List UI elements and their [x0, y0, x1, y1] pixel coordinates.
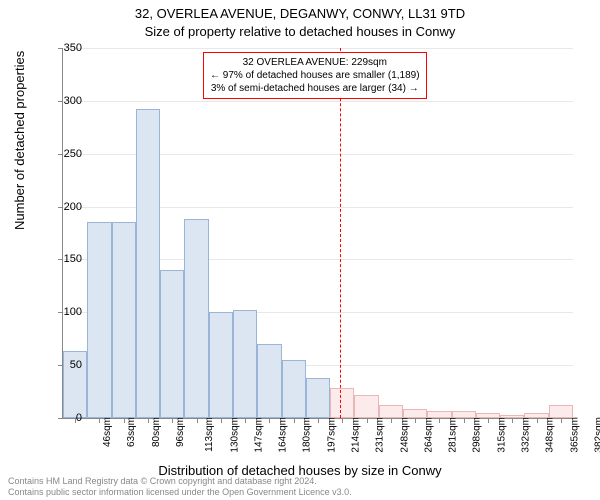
xtick-label: 382sqm — [593, 417, 600, 453]
xtick-label: 180sqm — [302, 417, 313, 453]
xtick-label: 348sqm — [545, 417, 556, 453]
xtick-label: 281sqm — [448, 417, 459, 453]
xtick-mark — [367, 418, 368, 423]
xtick-label: 147sqm — [253, 417, 264, 453]
annotation-line3: 3% of semi-detached houses are larger (3… — [210, 82, 420, 95]
xtick-mark — [245, 418, 246, 423]
ytick-label: 200 — [52, 201, 82, 213]
xtick-mark — [342, 418, 343, 423]
histogram-bar — [549, 405, 573, 418]
xtick-label: 113sqm — [204, 417, 215, 452]
histogram-bar — [87, 222, 111, 418]
plot-area: 46sqm63sqm80sqm96sqm113sqm130sqm147sqm16… — [62, 48, 573, 419]
xtick-mark — [99, 418, 100, 423]
gridline — [63, 48, 573, 49]
ytick-label: 150 — [52, 253, 82, 265]
histogram-bar — [330, 388, 354, 418]
xtick-label: 298sqm — [472, 417, 483, 453]
xtick-mark — [439, 418, 440, 423]
xtick-label: 46sqm — [102, 417, 113, 447]
xtick-mark — [488, 418, 489, 423]
histogram-bar — [379, 405, 403, 418]
xtick-mark — [464, 418, 465, 423]
ytick-label: 300 — [52, 95, 82, 107]
histogram-bar — [306, 378, 330, 418]
histogram-bar — [209, 312, 233, 418]
xtick-label: 197sqm — [326, 417, 337, 453]
histogram-bar — [112, 222, 136, 418]
xtick-label: 164sqm — [278, 417, 289, 453]
xtick-mark — [294, 418, 295, 423]
xtick-mark — [512, 418, 513, 423]
histogram-bar — [282, 360, 306, 418]
xtick-mark — [124, 418, 125, 423]
xtick-label: 264sqm — [423, 417, 434, 453]
xtick-mark — [391, 418, 392, 423]
ytick-label: 50 — [52, 359, 82, 371]
histogram-bar — [136, 109, 160, 418]
annotation-line2: ← 97% of detached houses are smaller (1,… — [210, 69, 420, 82]
xtick-label: 315sqm — [496, 417, 507, 453]
gridline — [63, 101, 573, 102]
xtick-mark — [561, 418, 562, 423]
xtick-label: 214sqm — [351, 417, 362, 453]
xtick-mark — [221, 418, 222, 423]
annotation-box: 32 OVERLEA AVENUE: 229sqm ← 97% of detac… — [203, 52, 427, 99]
footer-text: Contains HM Land Registry data © Crown c… — [8, 476, 352, 498]
chart-container: 32, OVERLEA AVENUE, DEGANWY, CONWY, LL31… — [0, 0, 600, 500]
histogram-bar — [354, 395, 378, 418]
histogram-bar — [184, 219, 208, 418]
xtick-label: 80sqm — [151, 417, 162, 447]
xtick-label: 130sqm — [229, 417, 240, 453]
ytick-label: 100 — [52, 306, 82, 318]
ytick-label: 350 — [52, 42, 82, 54]
ytick-label: 250 — [52, 148, 82, 160]
y-axis-label: Number of detached properties — [12, 51, 27, 230]
histogram-bar — [452, 411, 476, 418]
xtick-mark — [537, 418, 538, 423]
xtick-mark — [172, 418, 173, 423]
annotation-line1: 32 OVERLEA AVENUE: 229sqm — [210, 56, 420, 69]
xtick-label: 63sqm — [126, 417, 137, 447]
histogram-bar — [257, 344, 281, 418]
xtick-mark — [148, 418, 149, 423]
xtick-label: 96sqm — [175, 417, 186, 447]
footer-line2: Contains public sector information licen… — [8, 487, 352, 498]
chart-title-sub: Size of property relative to detached ho… — [0, 24, 600, 39]
xtick-mark — [197, 418, 198, 423]
xtick-label: 248sqm — [399, 417, 410, 453]
xtick-label: 231sqm — [375, 417, 386, 453]
histogram-bar — [403, 409, 427, 419]
histogram-bar — [233, 310, 257, 418]
histogram-bar — [427, 411, 451, 418]
xtick-mark — [415, 418, 416, 423]
footer-line1: Contains HM Land Registry data © Crown c… — [8, 476, 352, 487]
xtick-label: 332sqm — [521, 417, 532, 453]
xtick-mark — [318, 418, 319, 423]
xtick-label: 365sqm — [569, 417, 580, 453]
ytick-label: 0 — [52, 412, 82, 424]
marker-line — [340, 48, 341, 418]
xtick-mark — [269, 418, 270, 423]
chart-title-main: 32, OVERLEA AVENUE, DEGANWY, CONWY, LL31… — [0, 6, 600, 21]
histogram-bar — [160, 270, 184, 418]
